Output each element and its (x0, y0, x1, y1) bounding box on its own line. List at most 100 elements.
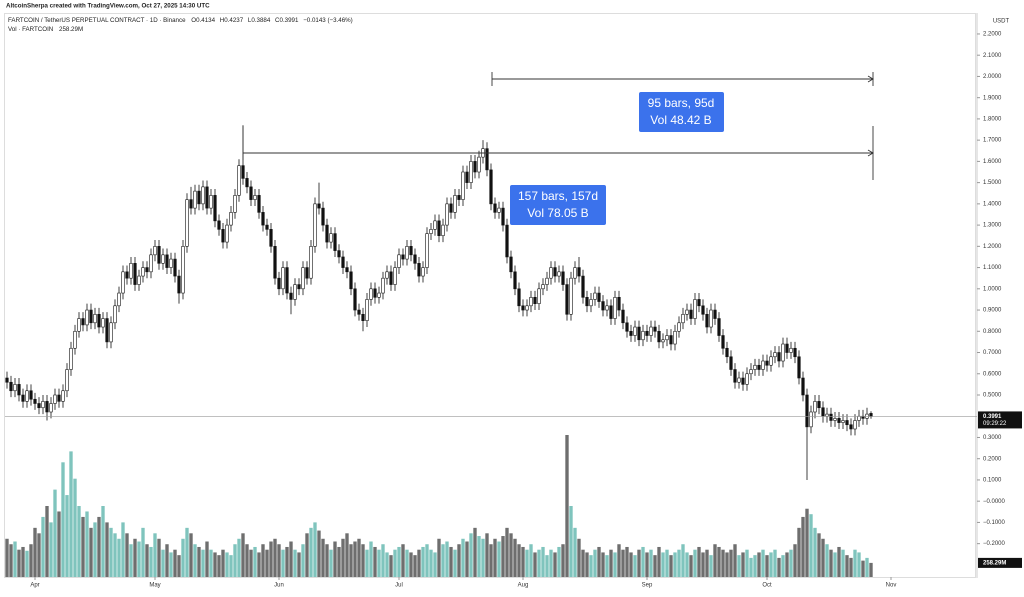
measure-volume: Vol 48.42 B (650, 113, 711, 127)
candle-body (697, 299, 701, 307)
volume-bar (457, 544, 461, 577)
candle-body (573, 267, 577, 279)
volume-bar (809, 514, 813, 577)
volume-bar (169, 552, 173, 577)
volume-bar (505, 527, 509, 577)
candle-body (221, 229, 225, 243)
candle-body (109, 322, 113, 343)
volume-bar (869, 562, 873, 577)
candle-body (853, 420, 857, 430)
candle-body (169, 258, 173, 268)
measure-box (510, 185, 606, 225)
candle-body (445, 203, 449, 226)
volume-bar (77, 506, 81, 577)
candle-body (349, 271, 353, 290)
candle-body (217, 220, 221, 230)
volume-bar (433, 552, 437, 577)
volume-bar (9, 544, 13, 577)
volume-bar (657, 546, 661, 577)
volume-bar (801, 516, 805, 577)
candle-body (201, 186, 205, 205)
volume-title: Vol · FARTCOIN (8, 26, 53, 33)
candle-body (589, 299, 593, 307)
volume-bar (361, 544, 365, 577)
candle-body (413, 254, 417, 264)
volume-bar (225, 552, 229, 577)
volume-bar (289, 541, 293, 577)
candle-body (61, 390, 65, 402)
candle-body (97, 313, 101, 328)
volume-bar (405, 549, 409, 577)
volume-bar (789, 549, 793, 577)
volume-bar (181, 538, 185, 577)
candle-body (509, 256, 513, 273)
candle-body (73, 330, 77, 349)
volume-bar (21, 546, 25, 577)
volume-bar (185, 527, 189, 577)
y-tick-label: 1.8000 (983, 116, 1002, 122)
volume-bar (421, 546, 425, 577)
volume-bar (717, 546, 721, 577)
volume-bar (69, 451, 73, 577)
volume-bar (285, 546, 289, 577)
volume-bar (153, 533, 157, 577)
volume-bar (85, 511, 89, 577)
volume-bar (641, 546, 645, 577)
volume-bar (133, 538, 137, 577)
volume-bar (653, 555, 657, 577)
candle-body (629, 330, 633, 336)
volume-bar (781, 555, 785, 577)
volume-bar (509, 533, 513, 577)
o-prefix: O (191, 17, 196, 24)
volume-bar (197, 546, 201, 577)
volume-bar (465, 541, 469, 577)
candle-body (553, 267, 557, 277)
volume-bar (381, 544, 385, 577)
volume-bar (489, 544, 493, 577)
volume-bar (733, 544, 737, 577)
volume-bar (365, 549, 369, 577)
y-tick-label: 1.7000 (983, 138, 1002, 144)
candle-body (817, 401, 821, 409)
volume-bar (553, 552, 557, 577)
candle-body (805, 394, 809, 428)
candle-body (309, 246, 313, 279)
volume-bar (601, 552, 605, 577)
candle-body (377, 292, 381, 298)
volume-bar (749, 557, 753, 577)
candle-body (9, 381, 13, 392)
y-tick-label: 1.3000 (983, 223, 1002, 229)
volume-bar (97, 516, 101, 577)
candle-body (605, 305, 609, 311)
candle-body (449, 203, 453, 213)
candle-body (641, 330, 645, 341)
candle-body (325, 224, 329, 243)
measure-bars: 95 bars, 95d (648, 96, 715, 110)
volume-line: Vol · FARTCOIN 258.29M (8, 26, 83, 33)
volume-bar (529, 544, 533, 577)
volume-bar (557, 546, 561, 577)
volume-bar (113, 533, 117, 577)
volume-bar (793, 544, 797, 577)
candle-body (857, 415, 861, 421)
candle-body (725, 347, 729, 358)
candle-body (197, 190, 201, 205)
candle-body (845, 420, 849, 426)
candle-body (649, 326, 653, 336)
volume-bar (437, 538, 441, 577)
candle-body (525, 305, 529, 311)
candle-body (657, 330, 661, 343)
volume-bar (221, 549, 225, 577)
volume-bar (349, 544, 353, 577)
candle-body (285, 267, 289, 294)
candle-body (625, 322, 629, 332)
volume-bar (517, 544, 521, 577)
y-tick-label: 0.9000 (983, 308, 1002, 314)
y-tick-label: 0.5000 (983, 393, 1002, 399)
volume-bar (429, 549, 433, 577)
volume-bar (337, 546, 341, 577)
volume-bar (37, 533, 41, 577)
volume-bar (665, 549, 669, 577)
volume-bar (681, 544, 685, 577)
